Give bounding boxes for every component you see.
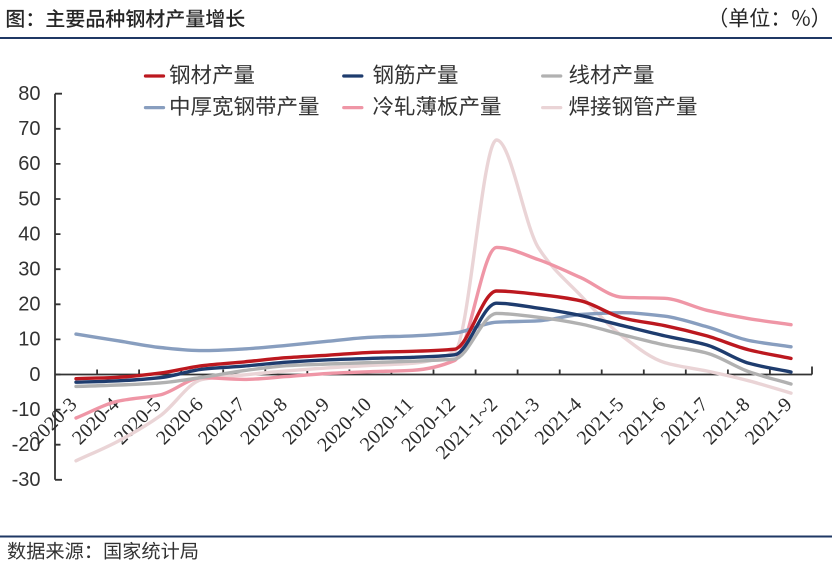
svg-text:-20: -20	[12, 434, 41, 456]
svg-text:50: 50	[18, 188, 40, 210]
svg-text:0: 0	[29, 364, 40, 386]
svg-text:-30: -30	[12, 469, 41, 491]
svg-text:10: 10	[18, 329, 40, 351]
svg-text:70: 70	[18, 118, 40, 140]
svg-text:80: 80	[18, 83, 40, 105]
svg-text:40: 40	[18, 223, 40, 245]
svg-text:30: 30	[18, 259, 40, 281]
svg-text:-10: -10	[12, 399, 41, 421]
svg-text:60: 60	[18, 153, 40, 175]
svg-text:20: 20	[18, 294, 40, 316]
